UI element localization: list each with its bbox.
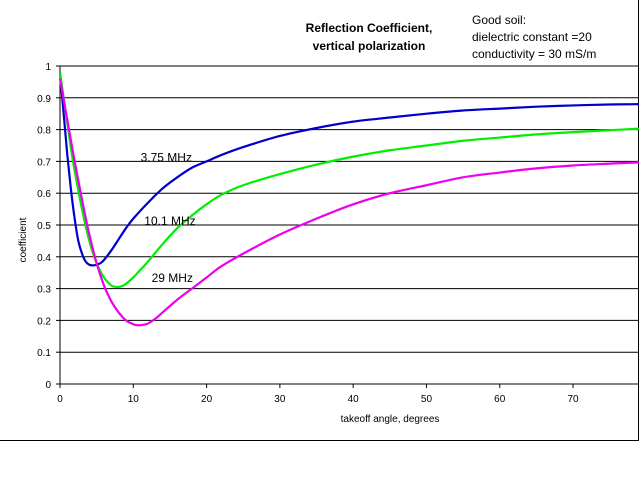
annotation-line-3: conductivity = 30 mS/m — [472, 47, 596, 61]
y-tick-label-3: 0.3 — [37, 285, 51, 296]
ticks: 00.10.20.30.40.50.60.70.80.910 10 20 30 40 50… — [37, 62, 579, 405]
x-tick-label-4: 40 — [348, 394, 360, 405]
series-line-1 — [58, 72, 640, 289]
annotation-line-2: dielectric constant =20 — [472, 30, 592, 44]
x-tick-label-0: 0 — [57, 394, 63, 405]
series-labels: 3.75 MHz 10.1 MHz 29 MHz — [141, 150, 196, 285]
chart-title-line-2: vertical polarization — [313, 39, 426, 53]
series-line-0 — [58, 72, 640, 267]
y-axis-label: coefficient — [18, 217, 29, 262]
x-tick-label-5: 50 — [421, 394, 433, 405]
y-tick-label-0: 0 — [45, 380, 51, 391]
x-tick-label-6: 60 — [494, 394, 506, 405]
y-tick-label-9: 0.9 — [37, 94, 51, 105]
series-lines — [58, 72, 640, 327]
y-tick-label-8: 0.8 — [37, 126, 51, 137]
series-label-0: 3.75 MHz — [141, 150, 192, 164]
series-label-1: 10.1 MHz — [144, 214, 195, 228]
y-tick-label-5: 0.5 — [37, 221, 51, 232]
series-label-2: 29 MHz — [152, 271, 193, 285]
x-axis-label: takeoff angle, degrees — [341, 414, 440, 425]
y-tick-label-1: 0.1 — [37, 348, 51, 359]
chart-title-line-1: Reflection Coefficient, — [306, 21, 433, 35]
y-tick-label-4: 0.4 — [37, 253, 51, 264]
chart-frame — [0, 0, 639, 441]
y-tick-label-10: 1 — [45, 62, 51, 73]
x-tick-label-7: 70 — [567, 394, 579, 405]
x-tick-label-2: 20 — [201, 394, 213, 405]
series-line-2 — [58, 78, 640, 327]
annotation-line-1: Good soil: — [472, 13, 526, 27]
y-tick-label-2: 0.2 — [37, 316, 51, 327]
x-tick-label-3: 30 — [274, 394, 286, 405]
y-tick-label-6: 0.6 — [37, 189, 51, 200]
x-tick-label-1: 10 — [128, 394, 140, 405]
grid — [60, 65, 639, 353]
y-tick-label-7: 0.7 — [37, 157, 51, 168]
